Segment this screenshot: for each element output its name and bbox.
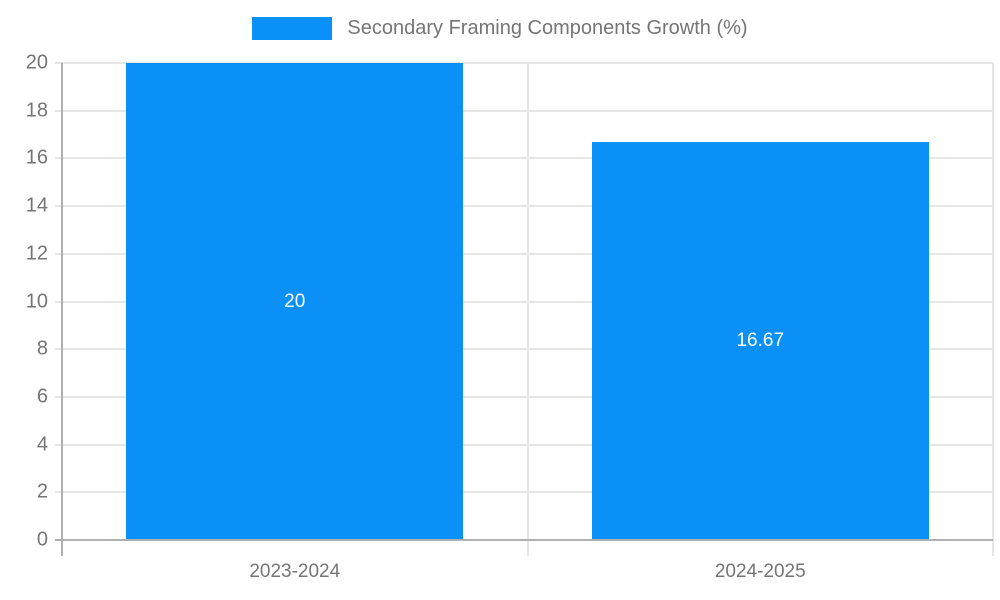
y-tick-label: 12	[25, 242, 48, 265]
y-tick-mark	[55, 157, 62, 160]
category-separator	[526, 63, 529, 556]
category-separator	[992, 63, 994, 556]
y-tick-label: 16	[25, 146, 48, 169]
y-tick-mark	[55, 62, 62, 64]
y-tick-mark	[55, 443, 62, 446]
x-axis-label: 2023-2024	[249, 561, 341, 582]
y-tick-label: 4	[36, 433, 48, 456]
y-tick-label: 10	[25, 290, 48, 312]
bar-2024-2025[interactable]	[591, 142, 929, 540]
bar-value-label: 20	[284, 290, 306, 312]
bar-value-label: 16.67	[736, 330, 785, 352]
y-tick-label: 2	[36, 480, 48, 503]
y-tick-mark	[55, 491, 62, 494]
y-tick-mark	[55, 395, 62, 398]
y-tick-mark	[55, 348, 62, 351]
y-tick-label: 6	[36, 385, 48, 408]
y-tick-label: 20	[25, 51, 48, 74]
y-tick-label: 8	[36, 337, 48, 360]
y-tick-mark	[55, 300, 62, 303]
y-tick-label: 18	[25, 99, 48, 122]
legend: Secondary Framing Components Growth (%)	[0, 17, 1000, 40]
x-axis-label: 2024-2025	[714, 561, 806, 582]
y-tick-mark	[55, 205, 62, 208]
y-tick-mark	[55, 539, 62, 541]
y-axis-line	[61, 63, 63, 556]
legend-swatch	[252, 17, 333, 40]
y-tick-mark	[55, 252, 62, 255]
y-tick-mark	[55, 109, 62, 112]
y-tick-label: 0	[36, 528, 48, 551]
legend-label: Secondary Framing Components Growth (%)	[347, 17, 748, 39]
y-tick-label: 14	[25, 194, 48, 217]
bar-2023-2024[interactable]	[126, 63, 464, 540]
